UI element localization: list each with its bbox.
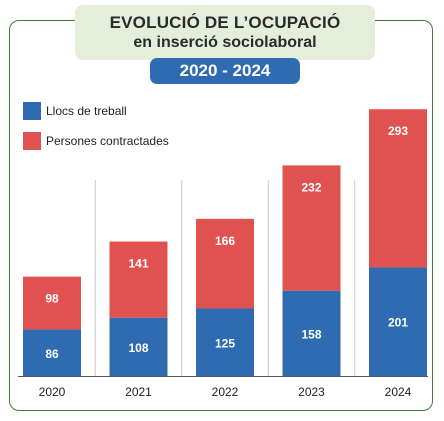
chart-title: EVOLUCIÓ DE L’OCUPACIÓ [109, 13, 341, 32]
data-label-persones-2021: 141 [128, 257, 148, 271]
bar-llocs-2021 [109, 317, 168, 376]
bar-llocs-2020 [23, 329, 81, 376]
x-tick-label-2022: 2022 [212, 385, 239, 399]
data-label-llocs-2021: 108 [128, 341, 148, 355]
bar-persones-2024 [369, 109, 427, 268]
bar-persones-2023 [282, 165, 341, 291]
title-box: EVOLUCIÓ DE L’OCUPACIÓ en inserció socio… [75, 5, 375, 60]
data-label-persones-2022: 166 [215, 234, 235, 248]
bar-llocs-2024 [369, 267, 427, 376]
legend-swatch-blue [23, 102, 41, 120]
data-label-persones-2023: 232 [301, 180, 321, 194]
legend-label-persones: Persones contractades [46, 134, 169, 148]
chart-title-secondary: en inserció sociolaboral [133, 34, 317, 51]
data-label-llocs-2020: 86 [45, 347, 59, 361]
data-label-llocs-2022: 125 [215, 336, 235, 350]
bar-persones-2020 [23, 276, 81, 330]
legend: Llocs de treball Persones contractades [23, 100, 169, 160]
data-label-llocs-2024: 201 [388, 316, 408, 330]
bar-llocs-2022 [196, 308, 254, 376]
x-tick-label-2020: 2020 [39, 385, 66, 399]
bar-persones-2022 [196, 218, 254, 309]
legend-label-llocs: Llocs de treball [46, 104, 127, 118]
x-tick-label-2023: 2023 [298, 385, 325, 399]
bar-persones-2021 [109, 241, 168, 318]
data-label-persones-2020: 98 [45, 292, 59, 306]
x-tick-label-2021: 2021 [125, 385, 152, 399]
period-badge: 2020 - 2024 [150, 58, 300, 84]
legend-item-persones: Persones contractades [23, 130, 169, 152]
legend-item-llocs: Llocs de treball [23, 100, 169, 122]
legend-swatch-red [23, 132, 41, 150]
data-label-persones-2024: 293 [388, 124, 408, 138]
x-tick-label-2024: 2024 [385, 385, 412, 399]
bar-llocs-2023 [282, 290, 341, 376]
data-label-llocs-2023: 158 [301, 327, 321, 341]
